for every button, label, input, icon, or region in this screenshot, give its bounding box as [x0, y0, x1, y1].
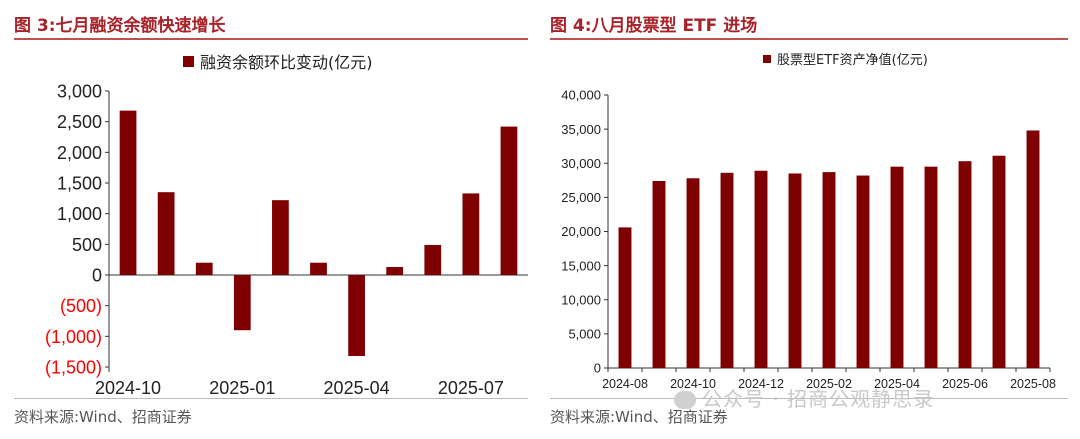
- right-y-tick-label: 25,000: [561, 190, 601, 205]
- right-bar-2025-08: [1026, 130, 1040, 368]
- left-bar-2025-05: [386, 267, 404, 275]
- left-y-tick-label: (500): [60, 296, 102, 316]
- left-x-tick-label: 2025-07: [438, 378, 504, 398]
- right-y-tick-label: 5,000: [568, 327, 601, 342]
- right-bar-2024-09: [652, 180, 666, 368]
- right-y-tick-label: 40,000: [561, 88, 601, 103]
- right-bar-2025-03: [856, 175, 870, 368]
- left-bottom-rule: [14, 398, 528, 399]
- left-y-tick-label: 2,500: [57, 112, 102, 132]
- right-y-tick-label: 35,000: [561, 122, 601, 137]
- left-x-tick-label: 2024-10: [95, 378, 161, 398]
- right-y-tick-label: 30,000: [561, 156, 601, 171]
- right-bar-chart: 股票型ETF资产净值(亿元) 40,000 35,000 30,000 25,000 20…: [561, 52, 1056, 391]
- watermark: 公众号 · 招商公观静思录: [674, 383, 934, 412]
- left-legend-swatch: [183, 56, 194, 67]
- right-chart-panel: 图 4:八月股票型 ETF 进场 股票型ETF资产净值(亿元) 40,000 35,…: [540, 0, 1080, 439]
- left-x-tick-label: 2025-04: [324, 378, 390, 398]
- right-x-tick-label: 2025-02: [806, 377, 852, 391]
- left-bar-2025-08: [500, 126, 518, 275]
- right-y-tick-label: 15,000: [561, 258, 601, 273]
- left-y-tick-label: 2,000: [57, 143, 102, 163]
- left-bar-2024-12: [195, 262, 213, 275]
- left-x-tick-label: 2025-01: [209, 378, 275, 398]
- left-y-tick-label: 1,500: [57, 173, 102, 193]
- left-legend-label: 融资余额环比变动(亿元): [200, 53, 373, 72]
- right-legend-label: 股票型ETF资产净值(亿元): [777, 52, 928, 68]
- right-x-tick-label: 2025-04: [874, 377, 920, 391]
- right-bottom-rule: [550, 398, 1068, 399]
- left-bar-2025-03: [310, 262, 327, 275]
- left-bar-chart: 融资余额环比变动(亿元) 3,000 2,500 2,000 1,500 1,000 500…: [45, 53, 528, 398]
- right-bar-2024-08: [618, 227, 632, 368]
- wechat-logo-icon: [674, 391, 696, 409]
- right-y-tick-label: 10,000: [561, 292, 601, 307]
- watermark-text: 公众号 · 招商公观静思录: [702, 387, 935, 411]
- right-figure-title: 图 4:八月股票型 ETF 进场: [550, 16, 758, 36]
- left-y-tick-label: 1,000: [57, 204, 102, 224]
- left-bar-2025-06: [424, 244, 442, 275]
- left-y-tick-label: (1,500): [45, 357, 102, 377]
- right-bar-2024-10: [686, 178, 700, 368]
- right-x-tick-label: 2025-06: [942, 377, 988, 391]
- right-bar-2025-07: [992, 155, 1006, 368]
- right-x-tick-label: 2024-10: [670, 377, 716, 391]
- left-bar-2025-07: [462, 193, 480, 275]
- right-source-note: 资料来源:Wind、招商证券: [550, 408, 728, 426]
- right-x-tick-label: 2024-08: [602, 377, 648, 391]
- right-y-tick-label: 0: [594, 361, 601, 376]
- right-bar-2024-12: [754, 170, 768, 368]
- right-bar-2025-04: [890, 166, 904, 368]
- right-x-tick-label: 2024-12: [738, 377, 784, 391]
- right-title-rule: [550, 38, 1068, 40]
- left-figure-title: 图 3:七月融资余额快速增长: [14, 16, 226, 36]
- left-bar-2024-10: [119, 110, 137, 275]
- right-bar-2025-01: [788, 173, 802, 368]
- left-bar-2025-04: [348, 275, 365, 356]
- left-y-tick-label: 0: [92, 265, 102, 285]
- right-bar-2025-06: [958, 161, 972, 368]
- left-legend: 融资余额环比变动(亿元): [183, 53, 373, 72]
- left-bar-2025-02: [272, 200, 289, 275]
- left-bar-2024-11: [157, 192, 175, 275]
- left-y-tick-label: 500: [72, 235, 102, 255]
- right-bar-2024-11: [720, 172, 734, 368]
- left-title-rule: [14, 38, 528, 40]
- right-legend: 股票型ETF资产净值(亿元): [763, 52, 928, 68]
- right-legend-swatch: [763, 55, 771, 63]
- left-y-tick-label: (1,000): [45, 327, 102, 347]
- right-y-tick-label: 20,000: [561, 224, 601, 239]
- right-bar-2025-02: [822, 172, 836, 368]
- left-y-tick-label: 3,000: [57, 81, 102, 101]
- right-bar-2025-05: [924, 166, 938, 368]
- right-x-tick-label: 2025-08: [1010, 377, 1056, 391]
- left-chart-panel: 图 3:七月融资余额快速增长 融资余额环比变动(亿元) 3,000 2,500 2,0…: [14, 16, 528, 426]
- left-source-note: 资料来源:Wind、招商证券: [14, 408, 192, 426]
- left-bar-2025-01: [233, 275, 251, 331]
